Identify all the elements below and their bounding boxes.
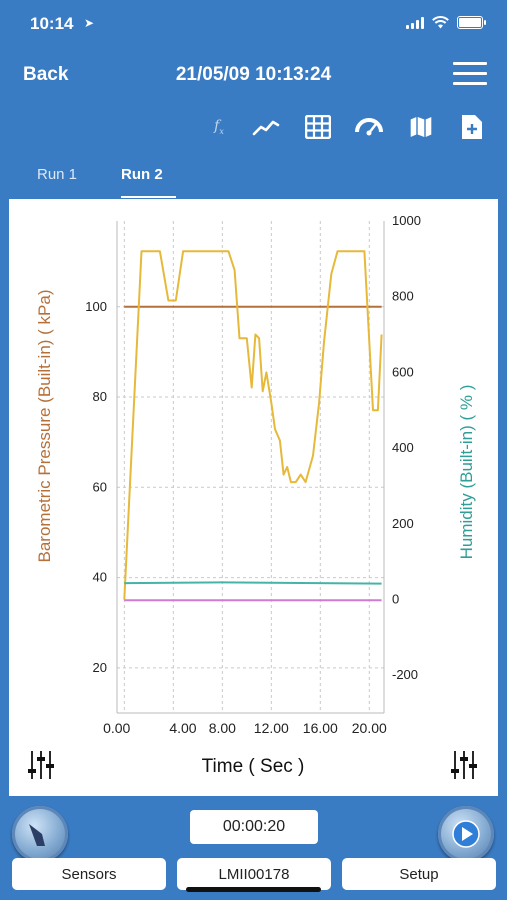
left-sliders-icon[interactable]: [28, 751, 54, 779]
setup-button[interactable]: Setup: [342, 858, 496, 890]
y2-tick-label: 600: [392, 364, 414, 379]
y2-tick-label: 200: [392, 516, 414, 531]
table-icon[interactable]: [303, 113, 333, 141]
series-line-2: [123, 250, 383, 600]
series-line-3: [124, 581, 382, 585]
y2-tick-label: 1000: [392, 213, 421, 228]
line-chart-icon[interactable]: [251, 113, 281, 141]
status-icons: [406, 16, 486, 29]
location-arrow-icon: ➤: [84, 16, 95, 30]
play-button[interactable]: [438, 806, 494, 862]
y-tick-label: 60: [93, 479, 107, 494]
cellular-signal-icon: [406, 16, 424, 29]
x-tick-label: 8.00: [209, 720, 236, 736]
y-axis-label: Barometric Pressure (Built-in) ( kPa): [35, 289, 54, 562]
toolbar: fx: [0, 105, 507, 149]
page-title: 21/05/09 10:13:24: [175, 64, 332, 85]
y2-tick-label: -200: [392, 667, 418, 682]
record-mode-button[interactable]: [12, 806, 68, 862]
nav-bar: Back 21/05/09 10:13:24: [0, 50, 507, 98]
y2-tick-label: 0: [392, 591, 399, 606]
x-tick-label: 12.00: [254, 720, 289, 736]
y-tick-label: 20: [93, 660, 107, 675]
y-tick-label: 80: [93, 389, 107, 404]
play-icon: [452, 820, 480, 848]
tab-run-1[interactable]: Run 1: [37, 166, 78, 183]
y2-tick-label: 800: [392, 289, 414, 304]
x-tick-label: 20.00: [352, 720, 387, 736]
gauge-icon[interactable]: [354, 113, 384, 141]
y-tick-label: 40: [93, 570, 107, 585]
y2-axis-label: Humidity (Built-in) ( % ): [457, 385, 476, 560]
wifi-icon: [432, 16, 449, 29]
line-chart: 20 40 60 80 100 -200 0 200 400 600 800 1000 0.00 4.00…: [28, 213, 477, 779]
map-icon[interactable]: [406, 113, 436, 141]
hamburger-menu-icon[interactable]: [453, 62, 487, 86]
active-tab-indicator: [121, 196, 176, 198]
graph-mode-icon: [29, 824, 45, 846]
back-button[interactable]: Back: [23, 64, 69, 85]
add-file-icon[interactable]: [457, 113, 487, 141]
x-tick-label: 4.00: [169, 720, 196, 736]
home-indicator: [186, 887, 321, 892]
run-tabs: Run 1 Run 2: [0, 152, 507, 198]
y-tick-label: 100: [85, 299, 107, 314]
bottom-controls: 00:00:20 Sensors LMII00178 Setup: [0, 798, 507, 900]
elapsed-timer: 00:00:20: [190, 810, 318, 844]
tab-run-2[interactable]: Run 2: [121, 166, 163, 183]
function-icon[interactable]: fx: [214, 118, 224, 136]
chart-panel: 20 40 60 80 100 -200 0 200 400 600 800 1000 0.00 4.00…: [9, 199, 498, 796]
status-time: 10:14: [30, 14, 74, 33]
x-axis-label: Time ( Sec ): [202, 756, 305, 777]
status-bar: 10:14 ➤: [0, 0, 507, 50]
right-sliders-icon[interactable]: [451, 751, 477, 779]
x-tick-label: 16.00: [303, 720, 338, 736]
logger-button[interactable]: LMII00178: [177, 858, 331, 890]
battery-icon: [457, 16, 486, 29]
sensors-button[interactable]: Sensors: [12, 858, 166, 890]
x-tick-label: 0.00: [103, 720, 130, 736]
y2-tick-label: 400: [392, 440, 414, 455]
